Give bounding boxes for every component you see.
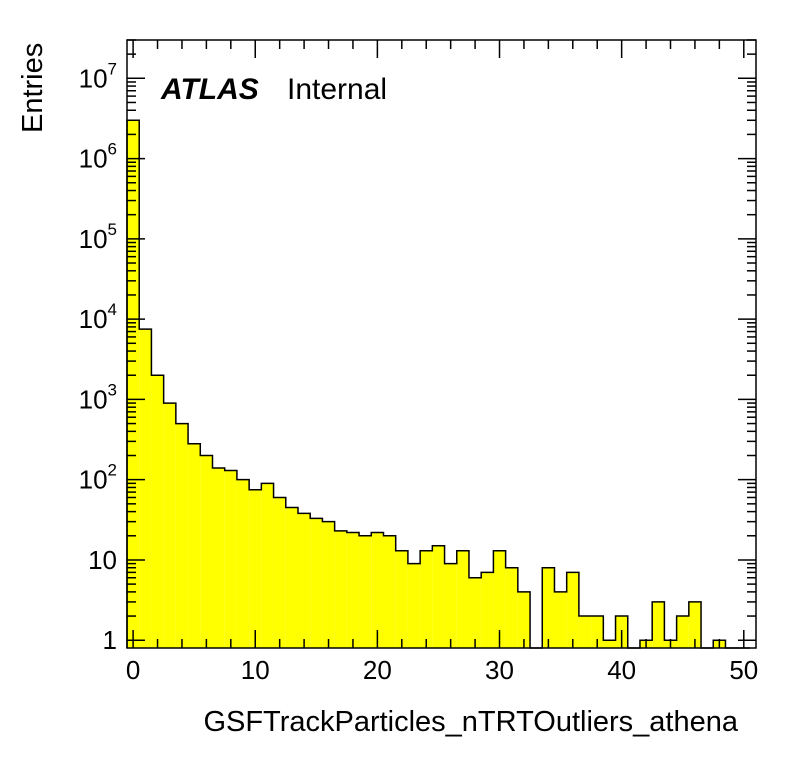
x-tick-label: 40 [607,655,636,685]
y-tick-label: 10 [88,545,117,575]
histogram-bar [652,601,665,648]
x-tick-labels: 0 10 20 30 40 50 [126,655,758,685]
histogram-bar [493,550,506,648]
histogram-bar [420,550,433,648]
x-tick-label: 50 [729,655,758,685]
histogram-bar [127,120,140,648]
histogram-bar [407,563,421,648]
x-axis-title: GSFTrackParticles_nTRTOutliers_athena [203,706,738,738]
y-tick-label: 104 [79,300,117,334]
histogram-outline [126,119,750,649]
histogram-bar [591,616,604,648]
y-axis-title: Entries [17,43,49,133]
histogram-bar [395,550,408,648]
y-tick-label: 107 [79,59,117,93]
internal-label: Internal [287,73,387,106]
histogram-bar [444,563,457,648]
histogram-bar [481,572,494,648]
histogram-bar [188,443,201,648]
histogram-bar [505,567,518,648]
histogram-bar [322,521,335,648]
histogram-bar [273,497,286,648]
histogram-bar [310,518,323,648]
histogram-bar [566,572,579,648]
y-tick-label: 106 [79,140,117,174]
y-tick-labels: 1 10 102 103 104 105 106 107 [79,59,117,655]
histogram-bar [468,577,482,648]
histogram-bar [297,513,311,648]
x-tick-label: 10 [241,655,270,685]
histogram-bar [578,616,592,648]
histogram-bar [212,467,225,648]
histogram-bar [432,545,445,648]
histogram-bar [603,640,616,648]
histogram-bar [249,489,262,648]
histogram-bars [127,120,726,648]
histogram-bar [676,616,689,648]
histogram-bar [236,479,250,648]
y-tick-label: 1 [103,625,117,655]
histogram-bar [688,601,702,648]
histogram-bar [151,375,164,648]
histogram-bar [359,535,372,648]
y-tick-label: 103 [79,380,117,414]
histogram-bar [163,403,176,648]
histogram-bar [285,507,298,648]
histogram-bar [346,532,360,648]
atlas-label: ATLAS [160,73,259,106]
y-tick-label: 102 [79,461,117,495]
x-tick-label: 30 [485,655,514,685]
histogram-bar [224,470,237,648]
histogram-bar [200,455,213,648]
axis-ticks [127,39,756,648]
histogram-bar [554,591,567,648]
x-tick-label: 20 [363,655,392,685]
histogram-bar [542,567,555,648]
histogram-bar [139,329,152,648]
histogram-bar [383,535,396,648]
y-tick-label: 105 [79,220,117,254]
histogram-bar [334,530,347,648]
histogram-bar [456,550,469,648]
histogram-bar [371,532,384,648]
x-tick-label: 0 [126,655,140,685]
histogram-bar [175,423,189,648]
histogram-bar [517,591,531,648]
histogram-bar [261,483,274,648]
